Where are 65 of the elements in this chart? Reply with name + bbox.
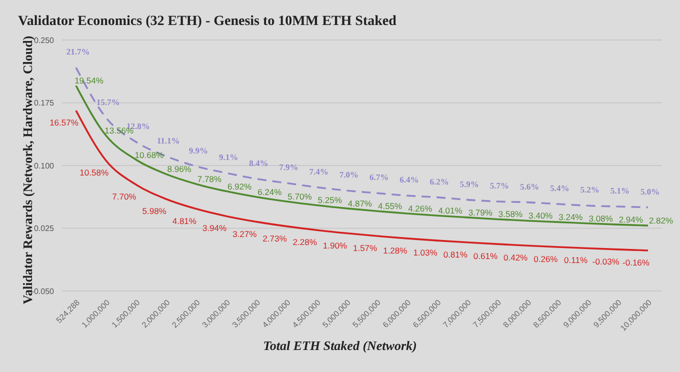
- data-label: 0.61%: [473, 251, 498, 262]
- data-label: 2.82%: [648, 216, 674, 226]
- data-label: 2.73%: [262, 233, 288, 244]
- data-label: 3.08%: [588, 213, 614, 224]
- data-label: 3.24%: [558, 212, 584, 222]
- data-label: 4.55%: [378, 201, 403, 212]
- data-label: 0.81%: [443, 249, 468, 260]
- data-label: 5.6%: [520, 181, 540, 192]
- data-label: 4.26%: [408, 204, 433, 214]
- data-label: 6.7%: [369, 172, 389, 182]
- data-label: 5.0%: [640, 186, 660, 196]
- data-label: 7.0%: [339, 170, 359, 180]
- data-label: 10.58%: [80, 168, 109, 178]
- data-label: 5.9%: [460, 178, 479, 189]
- data-label: 7.9%: [279, 162, 298, 172]
- data-label: 9.1%: [218, 152, 238, 162]
- data-label: 5.7%: [490, 180, 510, 190]
- data-label: 8.96%: [167, 164, 192, 174]
- data-label: 0.11%: [564, 255, 588, 266]
- data-label: 6.92%: [227, 181, 252, 192]
- data-label: 21.7%: [66, 46, 90, 57]
- data-label: -0.16%: [622, 258, 650, 268]
- data-label: 5.98%: [142, 206, 167, 216]
- data-label: 4.81%: [172, 216, 197, 226]
- data-label: 4.87%: [348, 198, 372, 208]
- y-tick-label: 0.100: [34, 161, 55, 170]
- data-label: 6.24%: [258, 186, 282, 197]
- data-label: 7.78%: [197, 174, 222, 184]
- data-label: 15.7%: [96, 96, 120, 107]
- data-label: 5.2%: [580, 184, 600, 195]
- data-label: 1.90%: [322, 240, 348, 250]
- data-label: 7.70%: [112, 192, 137, 202]
- data-label: 5.1%: [610, 185, 630, 196]
- data-label: 6.2%: [430, 176, 449, 186]
- data-label: 3.58%: [498, 209, 523, 220]
- x-axis-title: Total ETH Staked (Network): [262, 338, 418, 354]
- data-label: 4.01%: [438, 206, 463, 216]
- data-label: 9.9%: [188, 145, 208, 156]
- data-label: 3.27%: [232, 228, 258, 239]
- data-label: 0.26%: [534, 254, 558, 264]
- y-tick-label: 0.250: [34, 36, 55, 45]
- data-label: 2.28%: [292, 237, 318, 248]
- data-label: 3.79%: [468, 207, 493, 218]
- chart-title: Validator Economics (32 ETH) - Genesis to 10MM ETH Staked: [18, 14, 396, 30]
- data-label: 10.68%: [134, 150, 164, 160]
- data-label: 1.57%: [353, 243, 378, 254]
- data-label: 6.4%: [400, 174, 419, 185]
- y-tick-label: -0.050: [31, 286, 55, 296]
- y-tick-label: 0.175: [34, 98, 55, 108]
- data-label: 5.4%: [550, 182, 570, 193]
- y-tick-label: 0.025: [34, 224, 55, 234]
- data-label: 5.25%: [318, 195, 342, 206]
- data-label: 0.42%: [504, 252, 528, 263]
- data-label: 19.54%: [74, 76, 104, 86]
- data-label: 8.4%: [249, 158, 268, 168]
- data-label: 3.40%: [528, 210, 554, 221]
- data-label: -0.03%: [592, 256, 620, 266]
- data-label: 2.94%: [618, 214, 644, 225]
- data-label: 16.57%: [50, 118, 79, 128]
- data-label: 5.70%: [288, 191, 312, 202]
- data-label: 1.28%: [383, 245, 408, 256]
- data-label: 11.1%: [156, 135, 180, 146]
- data-label: 3.94%: [202, 223, 228, 234]
- data-label: 7.4%: [309, 166, 328, 176]
- data-label: 1.03%: [413, 248, 438, 258]
